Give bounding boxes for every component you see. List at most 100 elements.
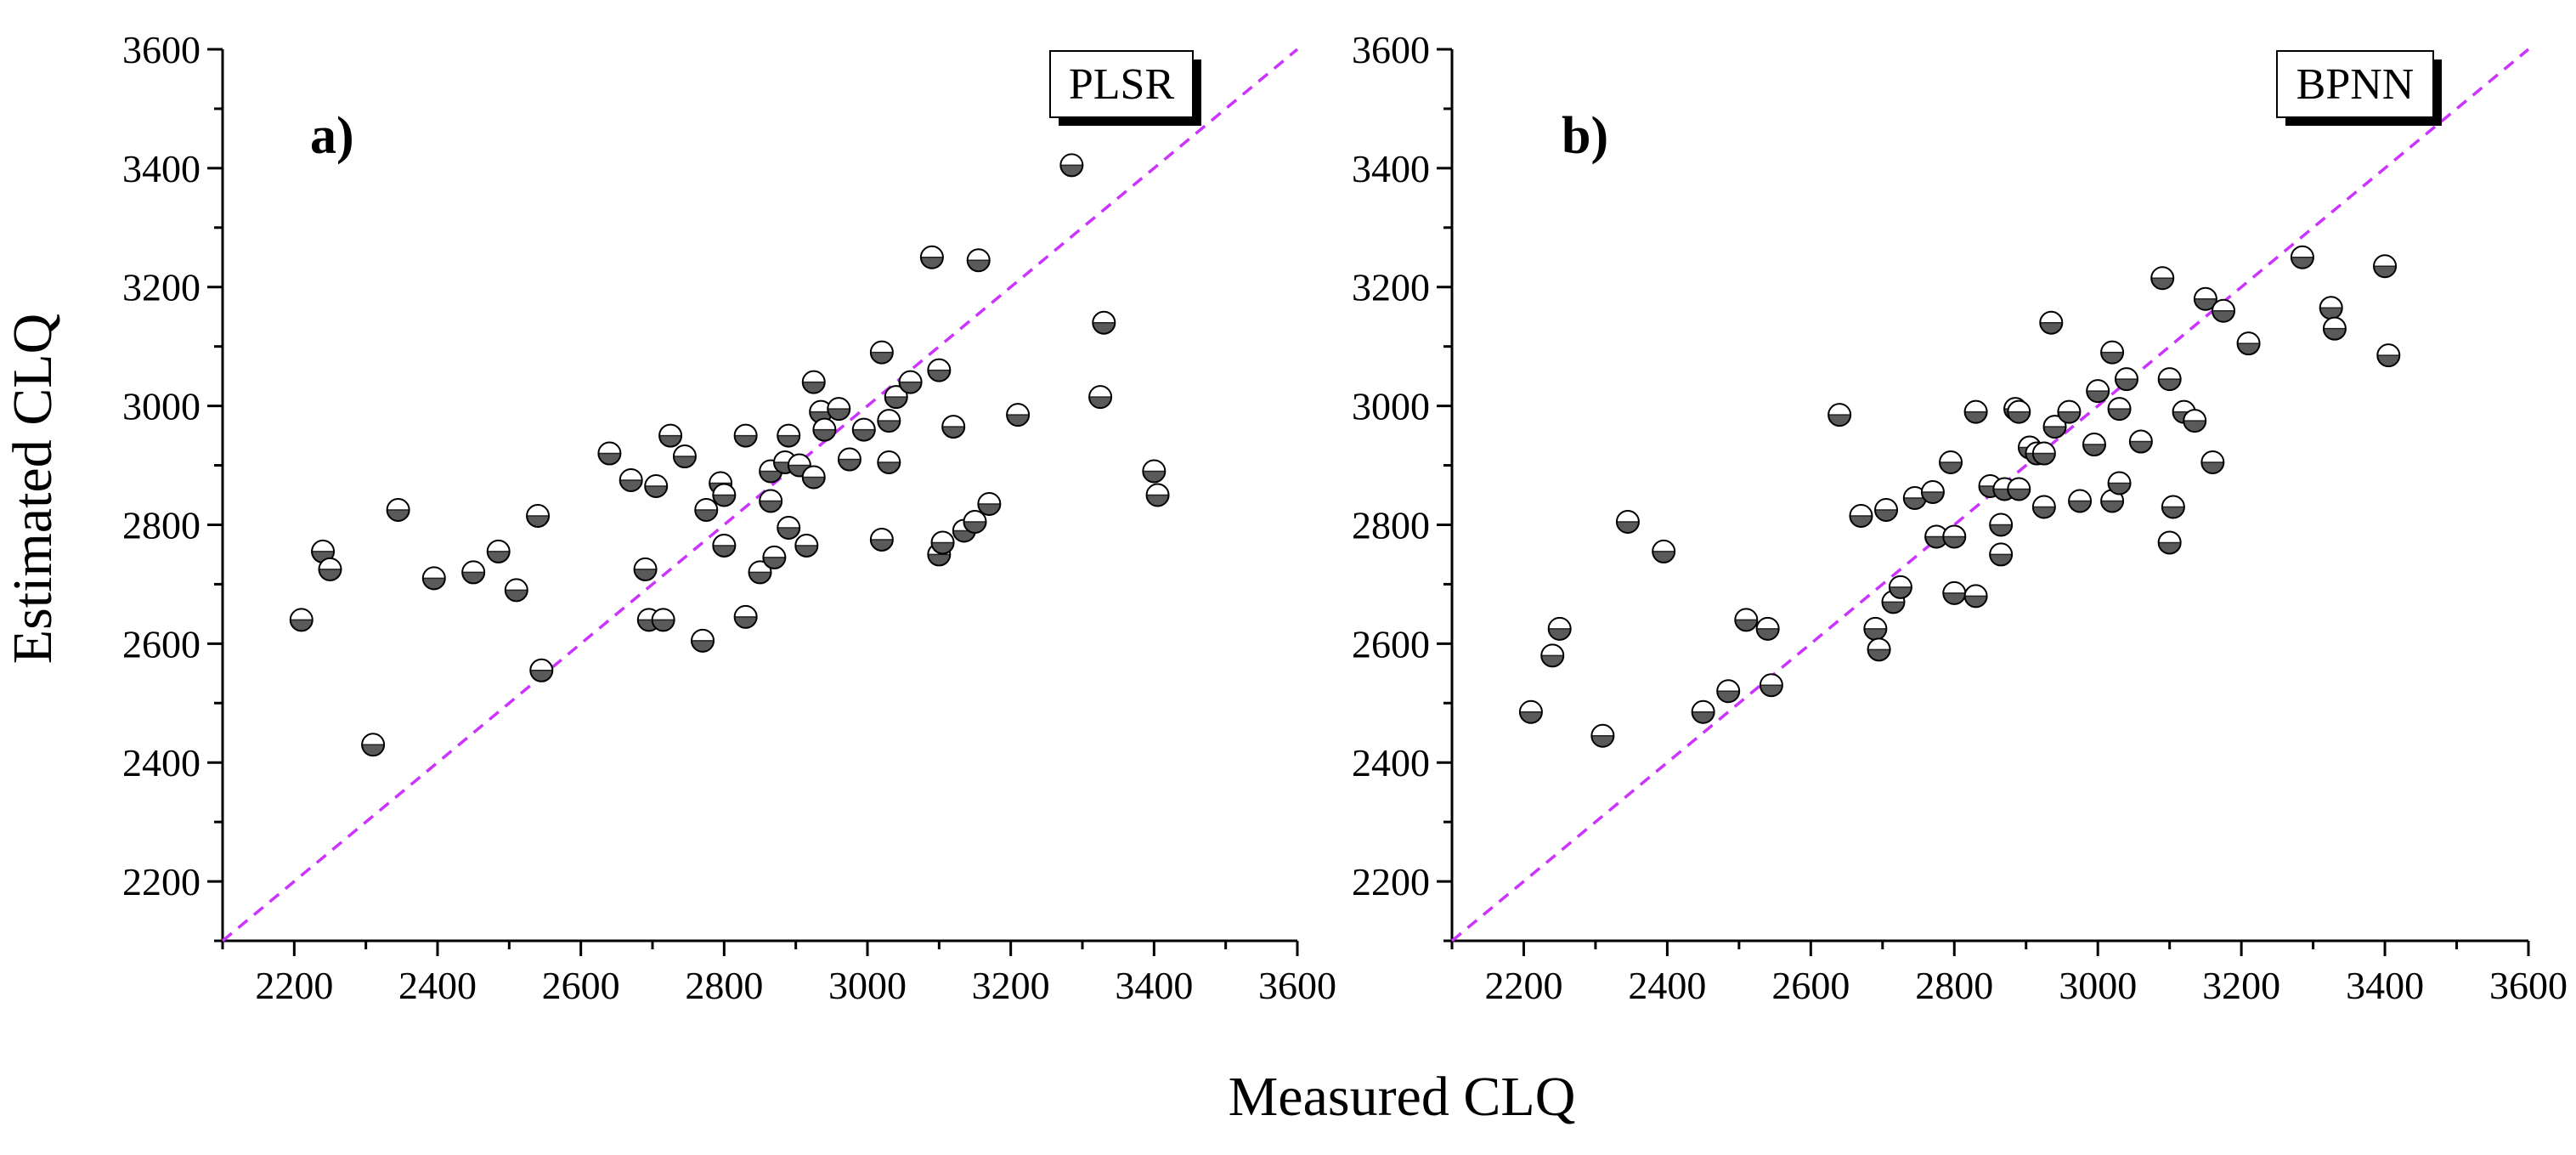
point-top-half <box>422 567 445 579</box>
point-top-half <box>2008 478 2031 490</box>
point-top-half <box>530 659 553 671</box>
point-top-half <box>1990 513 2013 525</box>
scatter-point <box>712 483 737 507</box>
scatter-point <box>318 557 342 581</box>
scatter-point <box>1734 608 1759 632</box>
point-bottom-half <box>802 382 825 393</box>
point-top-half <box>2032 442 2055 454</box>
point-top-half <box>713 534 736 546</box>
point-top-half <box>2040 311 2063 323</box>
scatter-point <box>633 557 658 581</box>
scatter-point <box>526 503 551 528</box>
point-top-half <box>1940 451 1963 463</box>
point-outline <box>597 441 622 466</box>
y-tick-label: 2400 <box>122 741 201 784</box>
point-top-half <box>290 609 313 620</box>
point-bottom-half <box>952 530 975 542</box>
point-top-half <box>1143 460 1166 472</box>
point-bottom-half <box>734 435 757 447</box>
panel-label: b) <box>1562 107 1608 165</box>
scatter-point <box>733 423 758 448</box>
point-top-half <box>1060 154 1083 166</box>
point-top-half <box>788 454 811 466</box>
point-bottom-half <box>619 480 642 492</box>
point-bottom-half <box>2087 391 2110 403</box>
point-bottom-half <box>928 554 951 566</box>
point-outline <box>1755 616 1780 641</box>
point-bottom-half <box>963 521 986 533</box>
scatter-point <box>1142 459 1167 484</box>
point-bottom-half <box>2129 441 2152 453</box>
reference-line-1to1 <box>221 48 1299 943</box>
point-outline <box>1963 399 1988 424</box>
scatter-point <box>801 465 826 490</box>
y-tick-label: 3600 <box>1352 28 1430 71</box>
point-outline <box>851 417 876 442</box>
point-outline <box>1145 483 1170 507</box>
scatter-point <box>963 509 987 534</box>
point-top-half <box>967 249 990 261</box>
point-top-half <box>2237 332 2260 344</box>
point-outline <box>1652 539 1676 563</box>
point-top-half <box>319 558 342 569</box>
point-top-half <box>1875 498 1898 510</box>
point-outline <box>2157 530 2182 555</box>
point-top-half <box>2082 433 2105 445</box>
point-bottom-half <box>760 471 782 483</box>
scatter-point <box>787 453 811 478</box>
point-top-half <box>2201 451 2224 463</box>
point-bottom-half <box>1964 411 1987 423</box>
scatter-point <box>1874 497 1899 522</box>
point-bottom-half <box>777 527 800 539</box>
point-top-half <box>652 609 675 620</box>
point-top-half <box>1591 724 1614 736</box>
point-bottom-half <box>1943 536 1966 548</box>
point-outline <box>877 450 901 475</box>
point-bottom-half <box>290 620 313 631</box>
point-top-half <box>2158 368 2181 380</box>
point-bottom-half <box>422 578 445 590</box>
scatter-point <box>759 489 783 513</box>
point-top-half <box>673 445 696 457</box>
y-tick-label: 3400 <box>1352 147 1430 190</box>
y-tick-label: 2600 <box>122 622 201 665</box>
point-outline <box>927 358 952 382</box>
point-top-half <box>2319 297 2342 309</box>
point-top-half <box>2291 246 2313 258</box>
point-bottom-half <box>1735 620 1758 631</box>
point-outline <box>712 533 737 558</box>
point-top-half <box>713 484 736 495</box>
scatter-point <box>1691 699 1715 724</box>
point-top-half <box>1964 400 1987 412</box>
point-bottom-half <box>852 429 875 441</box>
point-outline <box>2057 399 2082 424</box>
point-bottom-half <box>1541 655 1564 667</box>
scatter-point <box>2057 399 2082 424</box>
point-outline <box>2212 298 2236 323</box>
point-outline <box>1920 480 1945 505</box>
point-bottom-half <box>1519 711 1542 723</box>
scatter-point <box>658 423 683 448</box>
point-bottom-half <box>920 257 943 269</box>
scatter-point <box>930 530 955 555</box>
point-bottom-half <box>713 495 736 507</box>
point-top-half <box>852 418 875 430</box>
point-bottom-half <box>2194 298 2217 310</box>
point-outline <box>733 604 758 629</box>
point-top-half <box>527 504 550 516</box>
point-bottom-half <box>2008 411 2031 423</box>
scatter-point <box>2086 379 2110 404</box>
point-top-half <box>645 475 668 487</box>
point-bottom-half <box>530 670 553 682</box>
scatter-point <box>694 497 719 522</box>
point-top-half <box>810 400 833 412</box>
point-outline <box>1874 497 1899 522</box>
scatter-point <box>2200 450 2225 475</box>
point-top-half <box>2008 400 2031 412</box>
point-bottom-half <box>1875 509 1898 521</box>
scatter-point <box>2319 296 2343 320</box>
point-outline <box>2031 495 2056 519</box>
point-outline <box>787 453 811 478</box>
scatter-point <box>1989 542 2014 567</box>
scatter-point <box>941 415 966 439</box>
